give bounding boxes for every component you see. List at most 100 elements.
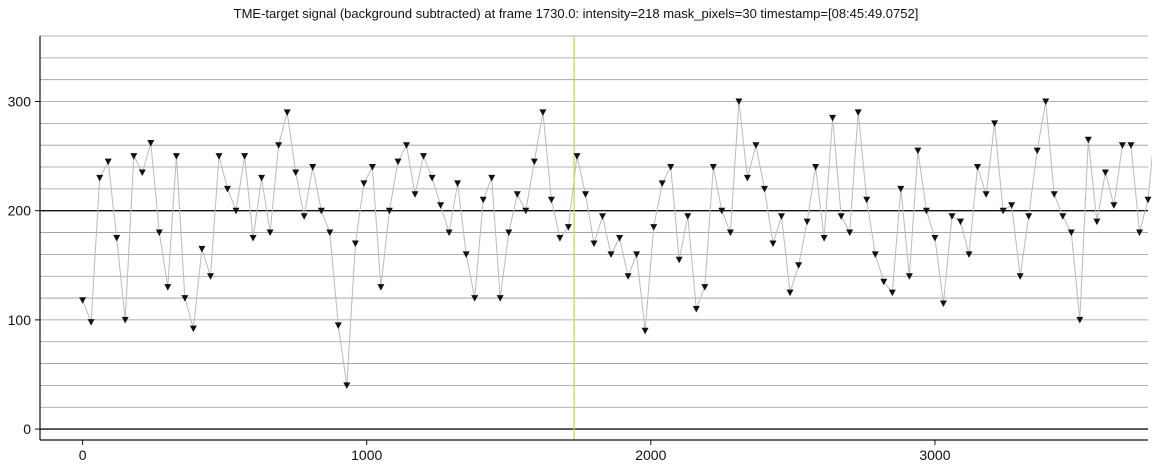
data-point	[317, 207, 325, 215]
data-point	[718, 207, 726, 215]
data-point	[479, 196, 487, 204]
data-point	[982, 191, 990, 198]
data-point	[496, 295, 504, 302]
data-point	[888, 289, 896, 297]
data-point	[1136, 229, 1143, 236]
data-point	[121, 316, 129, 324]
data-point	[368, 164, 376, 171]
chart-title: TME-target signal (background subtracted…	[233, 6, 919, 21]
data-point	[351, 240, 359, 247]
data-point	[1025, 213, 1033, 220]
data-point	[564, 224, 572, 231]
data-point	[1127, 142, 1135, 149]
data-point	[164, 284, 172, 291]
data-point	[795, 262, 803, 269]
data-point	[334, 322, 342, 329]
data-point	[343, 382, 351, 389]
data-point	[616, 235, 624, 242]
data-point	[96, 174, 104, 182]
data-point	[957, 218, 964, 226]
data-point	[599, 213, 606, 220]
series-line	[82, 101, 1152, 386]
data-point	[658, 180, 666, 187]
data-point	[266, 229, 274, 236]
data-point	[1076, 316, 1084, 324]
data-point	[948, 213, 956, 220]
data-point	[590, 240, 598, 247]
data-point	[675, 256, 683, 264]
data-point	[1059, 213, 1067, 220]
data-point	[991, 120, 999, 127]
data-point	[1033, 147, 1041, 155]
connector-lines	[82, 101, 1152, 386]
data-point	[385, 207, 393, 215]
data-point	[79, 297, 87, 304]
data-point	[743, 174, 751, 182]
data-point	[360, 180, 368, 187]
data-point	[974, 164, 981, 171]
data-point	[582, 191, 589, 198]
data-point	[215, 153, 223, 160]
data-point	[155, 229, 163, 236]
data-point	[172, 153, 180, 160]
data-point	[1050, 191, 1058, 198]
data-point	[411, 191, 419, 198]
data-point	[880, 278, 888, 286]
data-point	[965, 251, 973, 258]
data-point	[820, 235, 828, 242]
data-point	[556, 235, 564, 242]
data-point	[812, 164, 820, 171]
data-point	[394, 158, 402, 166]
data-point	[292, 169, 300, 176]
data-point	[104, 158, 112, 166]
data-point	[922, 207, 930, 215]
data-point	[761, 185, 768, 193]
data-point	[607, 251, 615, 258]
data-point	[326, 229, 334, 236]
data-point	[275, 142, 283, 149]
data-point	[692, 306, 700, 313]
data-point	[147, 140, 155, 147]
data-point	[1118, 142, 1126, 149]
data-point	[905, 273, 913, 280]
data-point	[846, 229, 854, 236]
data-point	[189, 325, 197, 333]
data-point	[709, 164, 717, 171]
data-point	[437, 202, 445, 209]
data-point	[854, 109, 862, 116]
data-point	[999, 207, 1007, 215]
data-point	[1144, 196, 1152, 204]
data-point	[633, 251, 641, 258]
data-point	[309, 164, 317, 171]
y-tick-label: 300	[8, 94, 32, 110]
data-point	[786, 289, 794, 297]
data-point	[829, 114, 837, 122]
data-point	[1042, 98, 1050, 105]
data-point	[138, 169, 146, 176]
y-tick-label: 100	[8, 312, 32, 328]
data-point	[931, 235, 939, 242]
data-point	[283, 109, 291, 116]
axes: 0 1000 2000 3000 0 100 200 300	[8, 36, 1148, 463]
data-point	[377, 284, 385, 291]
data-point	[547, 196, 555, 204]
x-tick-label: 3000	[919, 447, 950, 463]
data-point	[837, 213, 845, 220]
data-point	[513, 191, 521, 198]
data-point	[624, 273, 632, 280]
data-point	[939, 300, 947, 307]
data-point	[1093, 218, 1101, 226]
data-point	[249, 235, 257, 242]
data-point	[207, 273, 214, 280]
x-tick-label: 0	[79, 447, 87, 463]
data-point	[428, 174, 436, 182]
data-point	[130, 153, 138, 160]
data-point	[778, 213, 785, 220]
data-point	[241, 153, 249, 160]
data-point	[454, 180, 462, 187]
data-point	[726, 229, 734, 236]
data-point	[1067, 229, 1075, 236]
data-point	[522, 207, 530, 215]
data-point	[684, 213, 692, 220]
